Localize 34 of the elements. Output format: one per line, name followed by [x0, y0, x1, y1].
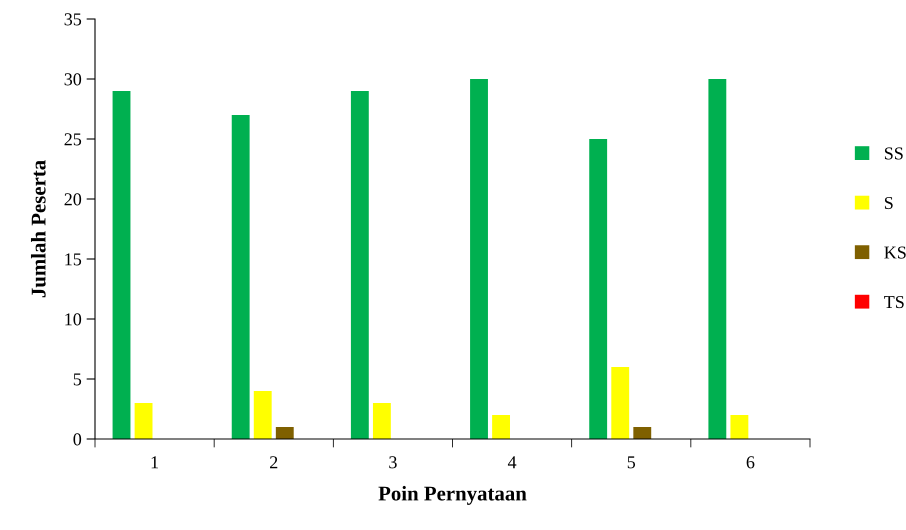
x-tick-label: 2 [270, 456, 278, 468]
x-tick-label: 3 [389, 456, 397, 468]
legend-label: SS [884, 147, 903, 160]
x-tick-label: 4 [508, 456, 516, 468]
y-tick-label: 0 [73, 433, 82, 446]
legend-label: S [884, 196, 893, 210]
bar [254, 391, 272, 439]
y-axis-title: Jumlah Peserta [30, 160, 46, 298]
bar [730, 415, 748, 439]
y-tick-label: 15 [65, 253, 82, 266]
y-tick-label: 35 [64, 13, 82, 26]
bar [708, 79, 726, 439]
bar [492, 415, 510, 439]
bar [276, 427, 294, 439]
y-tick-label: 25 [64, 133, 82, 146]
bar [611, 367, 630, 439]
bar [372, 403, 391, 439]
y-tick-label: 5 [74, 373, 82, 386]
bar [134, 403, 152, 439]
x-tick-label: 1 [152, 456, 158, 468]
y-tick-label: 30 [64, 73, 82, 86]
y-tick-label: 20 [64, 193, 82, 206]
legend-label: TS [884, 296, 904, 308]
x-axis-title: Poin Pernyataan [378, 486, 527, 505]
bar [350, 91, 369, 439]
bar [112, 91, 130, 439]
bar [470, 79, 488, 439]
bar [633, 427, 652, 439]
x-tick-label: 6 [746, 456, 754, 468]
bar [589, 139, 608, 439]
legend-label: KS [884, 246, 906, 259]
x-tick-label: 5 [628, 456, 636, 468]
bar [232, 115, 250, 439]
y-tick-label: 10 [65, 313, 82, 326]
